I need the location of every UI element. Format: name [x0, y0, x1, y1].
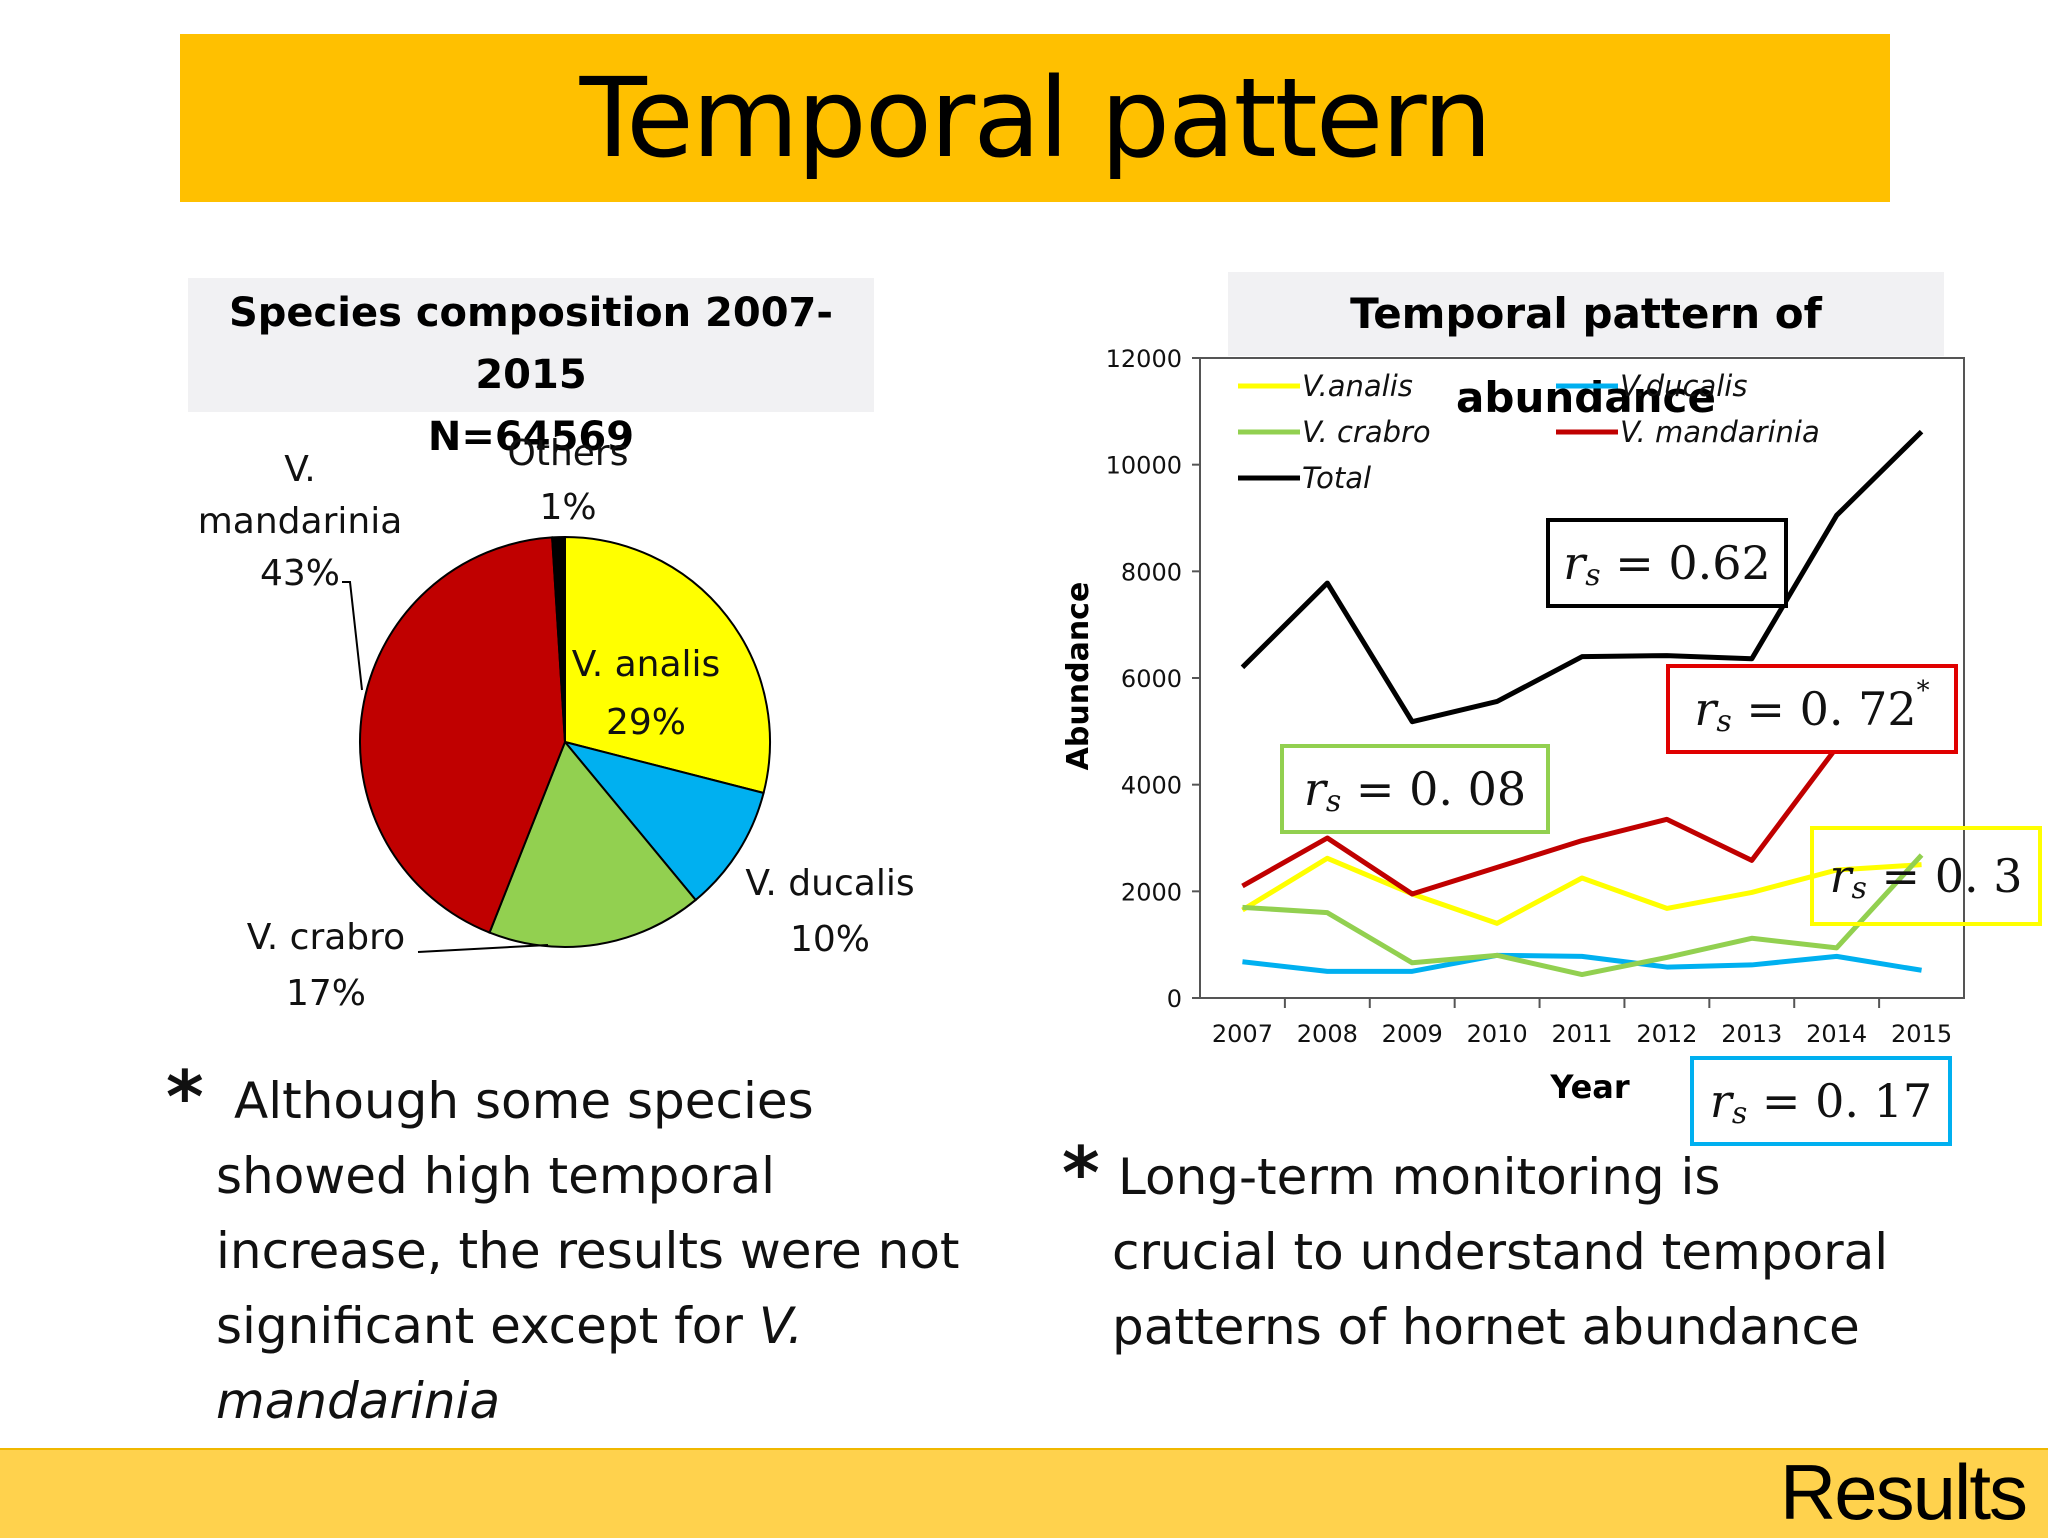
- rs-subscript: s: [1716, 703, 1732, 739]
- pie-label-crabro: V. crabro 17%: [226, 910, 426, 1022]
- pie-label-ducalis-value: 10%: [789, 919, 870, 960]
- pie-label-mandarinia-value: 43%: [259, 553, 340, 594]
- bullet-right-line: Long-term monitoring is: [1118, 1148, 1721, 1206]
- rs-symbol: r: [1563, 536, 1586, 590]
- pie-label-analis-name: V. analis: [571, 644, 721, 685]
- y-tick-label: 12000: [1106, 345, 1182, 373]
- footer-bar: Results: [0, 1448, 2048, 1538]
- rs-value: = 0.62: [1600, 536, 1771, 590]
- legend-label: V.analis: [1302, 369, 1413, 403]
- y-tick-label: 4000: [1121, 772, 1182, 800]
- rs-subscript: s: [1731, 1095, 1748, 1131]
- x-tick-label: 2008: [1297, 1020, 1358, 1048]
- bullet-left-line: Although some species: [234, 1072, 814, 1130]
- legend-label: V. crabro: [1302, 415, 1431, 449]
- rs-symbol: r: [1709, 1074, 1732, 1128]
- y-tick-label: 0: [1167, 985, 1182, 1013]
- slide-title: Temporal pattern: [579, 54, 1493, 182]
- x-tick-label: 2014: [1806, 1020, 1867, 1048]
- rs-symbol: r: [1303, 762, 1326, 816]
- pie-slice-v-crabro: [488, 740, 698, 948]
- bullet-right-line: crucial to understand temporal: [1112, 1223, 1889, 1281]
- pie-label-others: Others 1%: [480, 428, 656, 534]
- pie-label-others-value: 1%: [539, 487, 597, 528]
- pie-label-crabro-value: 17%: [285, 973, 366, 1014]
- footer-section-label: Results: [1779, 1448, 2028, 1536]
- bullet-left-line: mandarinia: [166, 1364, 1026, 1439]
- rs-symbol: r: [1829, 849, 1852, 903]
- x-tick-label: 2015: [1891, 1020, 1952, 1048]
- x-axis-label: Year: [1549, 1068, 1630, 1106]
- bullet-right: * Long-term monitoring is crucial to und…: [1062, 1136, 1962, 1365]
- pie-label-ducalis: V. ducalis 10%: [720, 856, 940, 968]
- bullet-left-species: mandarinia: [216, 1372, 501, 1430]
- pie-label-crabro-name: V. crabro: [246, 917, 406, 958]
- bullet-left: * Although some species showed high temp…: [166, 1060, 1026, 1439]
- leader-line-crabro: [417, 944, 549, 953]
- y-tick-label: 6000: [1121, 665, 1182, 693]
- bullet-left-line: showed high temporal: [216, 1147, 776, 1205]
- bullet-star-icon: *: [166, 1055, 204, 1139]
- y-tick-label: 2000: [1121, 878, 1182, 906]
- pie-chart-subtitle: N=64569: [427, 414, 635, 460]
- rs-value: = 0. 3: [1866, 849, 2023, 903]
- bullet-left-line: increase, the results were not: [216, 1222, 960, 1280]
- rs-subscript: s: [1585, 557, 1601, 593]
- pie-label-mandarinia: V. mandarinia 43%: [190, 444, 410, 600]
- pie-label-analis-value: 29%: [605, 702, 686, 743]
- rs-value: = 0. 08: [1341, 762, 1527, 816]
- x-tick-label: 2011: [1551, 1020, 1612, 1048]
- pie-label-mandarinia-name-b: mandarinia: [197, 501, 403, 542]
- pie-chart-title-box: Species composition 2007-2015 N=64569: [188, 278, 874, 460]
- x-tick-label: 2009: [1382, 1020, 1443, 1048]
- rs-significance-mark: *: [1916, 676, 1930, 706]
- x-tick-label: 2010: [1467, 1020, 1528, 1048]
- legend-label: Total: [1302, 461, 1371, 495]
- rs-symbol: r: [1694, 682, 1717, 736]
- rs-subscript: s: [1325, 783, 1342, 819]
- y-axis-label: Abundance: [1061, 582, 1096, 771]
- pie-label-ducalis-name: V. ducalis: [745, 863, 915, 904]
- bullet-right-line: patterns of hornet abundance: [1112, 1298, 1860, 1356]
- bullet-left-text: significant except for: [216, 1297, 759, 1355]
- line-chart-title: Temporal pattern of abundance: [1350, 289, 1822, 422]
- slide-title-bar: Temporal pattern: [180, 34, 1890, 202]
- pie-label-others-name: Others: [507, 433, 629, 474]
- y-tick-label: 10000: [1106, 452, 1182, 480]
- bullet-star-icon: *: [1062, 1131, 1100, 1215]
- bullet-left-species: V.: [758, 1297, 804, 1355]
- pie-label-mandarinia-name-a: V.: [284, 449, 316, 490]
- pie-chart-title: Species composition 2007-2015: [228, 290, 833, 398]
- x-tick-label: 2007: [1212, 1020, 1273, 1048]
- rs-value: = 0. 72: [1731, 682, 1917, 736]
- line-chart-title-box: Temporal pattern of abundance: [1228, 272, 1944, 422]
- rs-subscript: s: [1851, 870, 1867, 906]
- series-line-v-ducalis: [1242, 952, 1922, 974]
- pie-label-analis: V. analis 29%: [556, 636, 736, 752]
- x-tick-label: 2013: [1721, 1020, 1782, 1048]
- y-tick-label: 8000: [1121, 558, 1182, 586]
- bullet-left-line: significant except for V.: [166, 1289, 1026, 1364]
- rs-value: = 0. 17: [1747, 1074, 1933, 1128]
- x-tick-label: 2012: [1636, 1020, 1697, 1048]
